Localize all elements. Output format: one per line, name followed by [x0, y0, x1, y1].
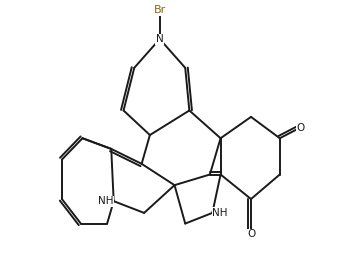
Text: O: O	[296, 123, 304, 133]
Text: NH: NH	[212, 208, 228, 218]
Text: NH: NH	[98, 196, 114, 206]
Text: O: O	[247, 229, 255, 239]
Text: N: N	[156, 34, 164, 44]
Text: Br: Br	[154, 5, 166, 15]
